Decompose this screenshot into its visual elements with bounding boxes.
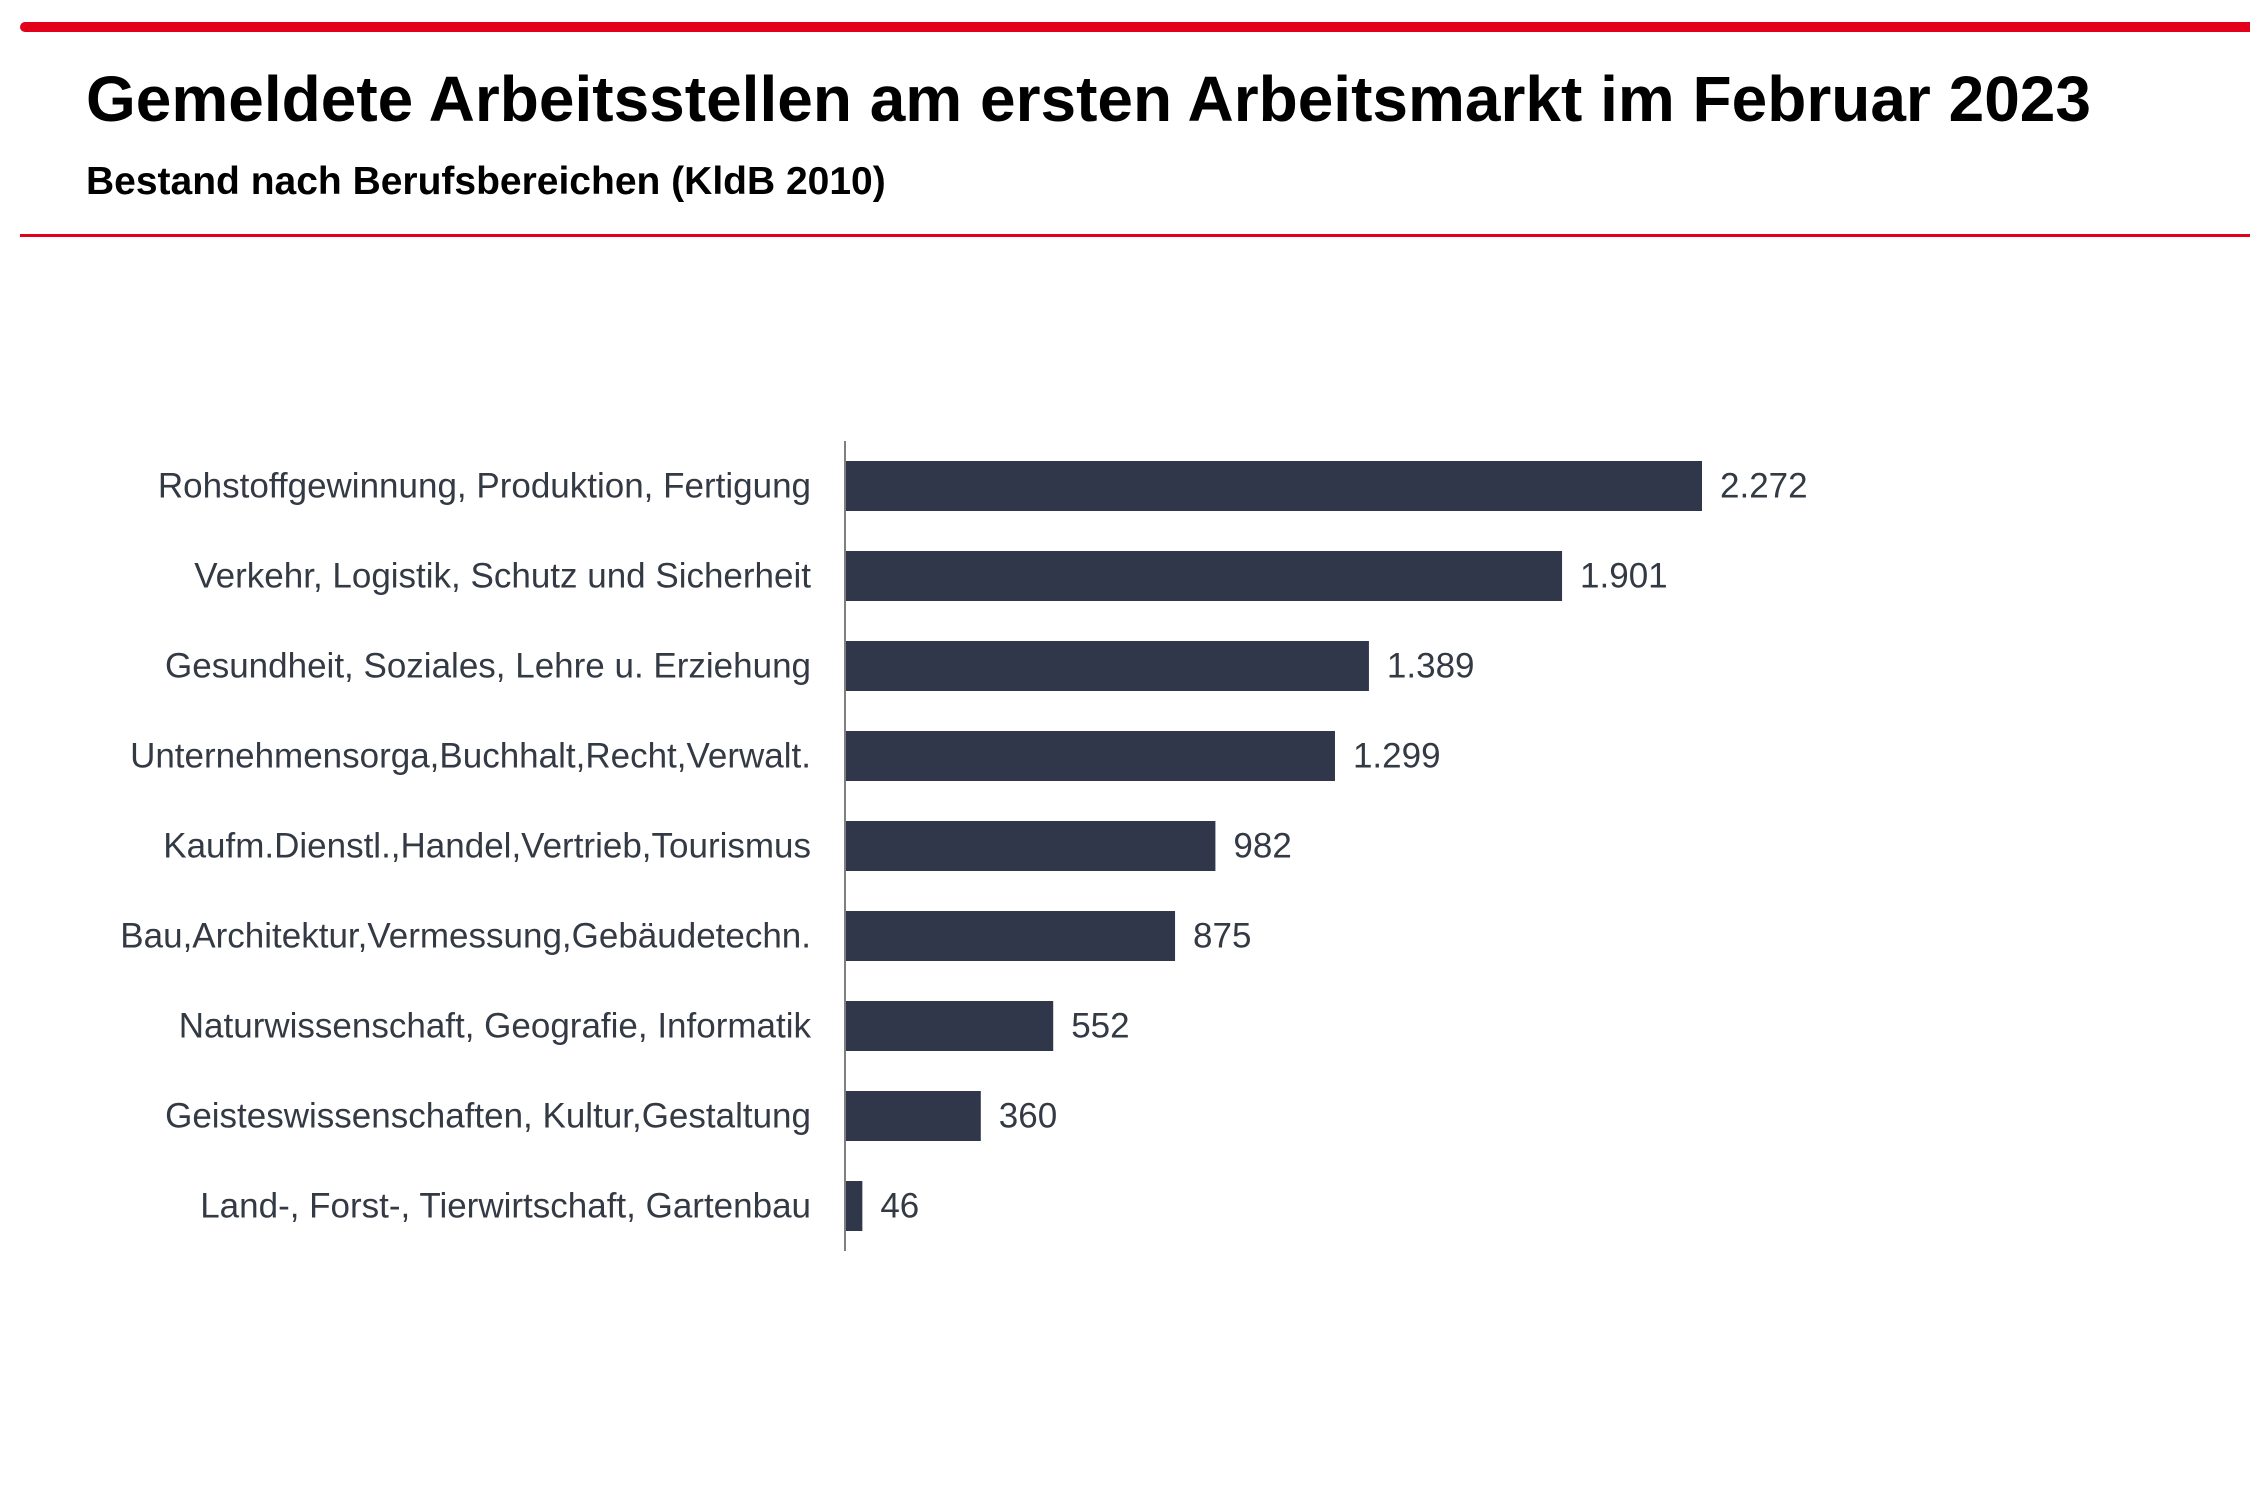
bar-kaufm-dienstl-handel-vertrieb-tourismus	[845, 821, 1216, 871]
category-label: Rohstoffgewinnung, Produktion, Fertigung	[158, 467, 811, 506]
category-label: Land-, Forst-, Tierwirtschaft, Gartenbau	[200, 1187, 811, 1226]
category-label: Unternehmensorga,Buchhalt,Recht,Verwalt.	[130, 737, 811, 776]
category-label: Gesundheit, Soziales, Lehre u. Erziehung	[165, 647, 811, 686]
value-label: 982	[1233, 827, 1291, 866]
header-divider	[20, 234, 2250, 237]
value-label: 360	[999, 1097, 1057, 1136]
top-accent-rule	[20, 22, 2250, 32]
bar-verkehr-logistik-schutz-und-sicherheit	[845, 551, 1563, 601]
chart-title: Gemeldete Arbeitsstellen am ersten Arbei…	[86, 63, 2091, 135]
category-label: Naturwissenschaft, Geografie, Informatik	[179, 1007, 812, 1046]
bars-group	[845, 461, 1702, 1231]
bar-geisteswissenschaften-kultur-gestaltung	[845, 1091, 981, 1141]
bar-naturwissenschaft-geografie-informatik	[845, 1001, 1054, 1051]
value-label: 2.272	[1720, 467, 1808, 506]
value-label: 46	[880, 1187, 919, 1226]
value-label: 552	[1071, 1007, 1129, 1046]
chart-subtitle: Bestand nach Berufsbereichen (KldB 2010)	[86, 160, 886, 203]
bar-unternehmensorga-buchhalt-recht-verwalt	[845, 731, 1335, 781]
category-label: Verkehr, Logistik, Schutz und Sicherheit	[194, 557, 811, 596]
category-label: Bau,Architektur,Vermessung,Gebäudetechn.	[120, 917, 811, 956]
value-label: 1.901	[1580, 557, 1668, 596]
category-labels-group: Rohstoffgewinnung, Produktion, Fertigung…	[120, 467, 811, 1226]
value-labels-group: 2.272 1.901 1.389 1.299 982 875 552 360 46	[880, 467, 1807, 1226]
value-label: 1.389	[1387, 647, 1475, 686]
category-label: Kaufm.Dienstl.,Handel,Vertrieb,Tourismus	[163, 827, 811, 866]
category-label: Geisteswissenschaften, Kultur,Gestaltung	[165, 1097, 811, 1136]
bar-land-forst-tierwirtschaft-gartenbau	[845, 1181, 863, 1231]
value-label: 1.299	[1353, 737, 1441, 776]
value-label: 875	[1193, 917, 1251, 956]
bar-gesundheit-soziales-lehre-u-erziehung	[845, 641, 1369, 691]
bar-rohstoffgewinnung-produktion-fertigung	[845, 461, 1702, 511]
bar-bau-architektur-vermessung-geb-udetechn	[845, 911, 1176, 961]
